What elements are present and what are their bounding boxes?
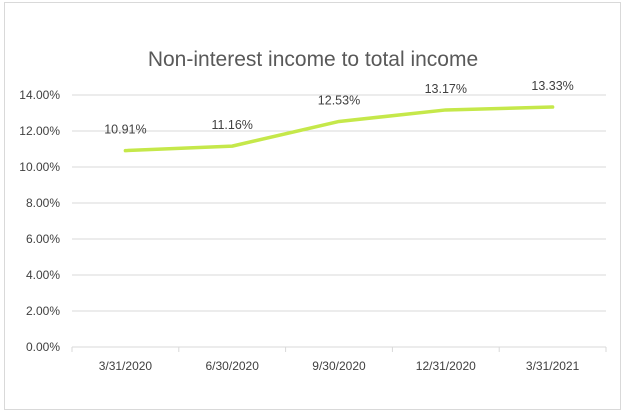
x-tick-label: 9/30/2020 <box>312 359 366 373</box>
y-tick-label: 4.00% <box>26 268 60 282</box>
data-label: 12.53% <box>318 93 360 107</box>
y-tick-label: 14.00% <box>19 88 60 102</box>
x-axis-ticks: 3/31/2020 6/30/2020 9/30/2020 12/31/2020 3/3… <box>99 359 580 373</box>
y-tick-label: 0.00% <box>26 340 60 354</box>
y-tick-label: 12.00% <box>19 124 60 138</box>
y-tick-label: 10.00% <box>19 160 60 174</box>
data-label: 10.91% <box>104 123 146 137</box>
chart-frame <box>4 2 621 410</box>
x-tick-label: 3/31/2021 <box>526 359 580 373</box>
y-tick-label: 2.00% <box>26 304 60 318</box>
y-tick-label: 6.00% <box>26 232 60 246</box>
data-labels: 10.91% 11.16% 12.53% 13.17% 13.33% <box>104 79 574 137</box>
gridlines <box>71 94 607 352</box>
x-tick-label: 12/31/2020 <box>416 359 476 373</box>
x-tick-label: 6/30/2020 <box>206 359 260 373</box>
chart-title: Non-interest income to total income <box>148 48 478 71</box>
series-line <box>123 105 555 153</box>
data-label: 13.33% <box>531 79 573 93</box>
y-axis-ticks: 0.00% 2.00% 4.00% 6.00% 8.00% 10.00% 12.00% 14.… <box>19 88 60 354</box>
data-label: 13.17% <box>425 82 467 96</box>
data-label: 11.16% <box>211 118 252 132</box>
y-tick-label: 8.00% <box>26 196 60 210</box>
x-tick-label: 3/31/2020 <box>99 359 153 373</box>
series-group <box>123 105 555 153</box>
